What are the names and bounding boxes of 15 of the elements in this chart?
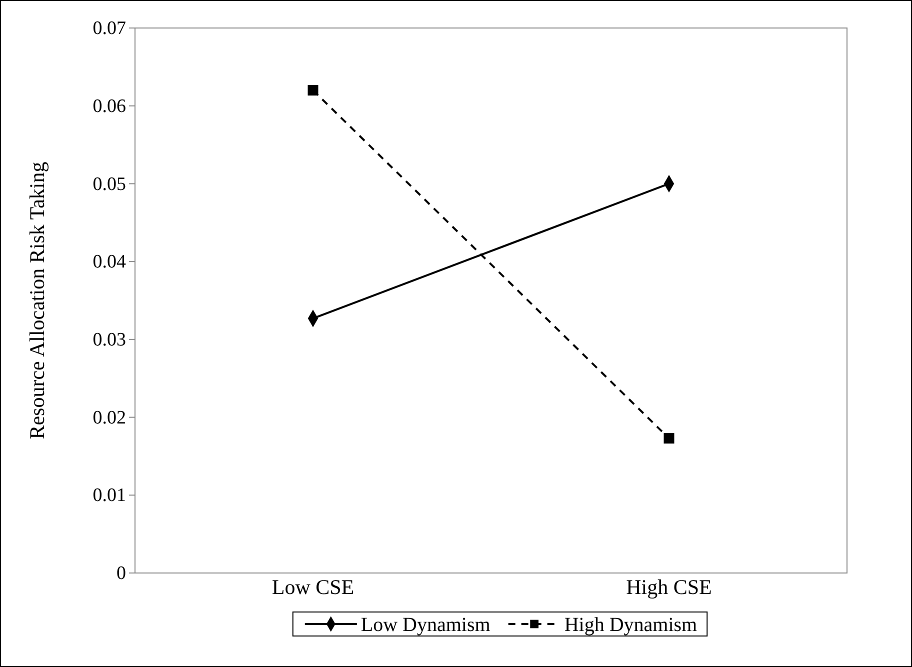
y-tick-label: 0.05 bbox=[92, 174, 126, 195]
y-tick-label: 0 bbox=[116, 563, 126, 584]
y-tick-label: 0.06 bbox=[92, 96, 126, 117]
y-axis-title: Resource Allocation Risk Taking bbox=[25, 161, 49, 440]
y-tick-label: 0.07 bbox=[92, 18, 126, 40]
point bbox=[664, 433, 674, 444]
legend-label: Low Dynamism bbox=[360, 614, 491, 636]
x-tick-label: High CSE bbox=[626, 574, 712, 599]
point bbox=[308, 85, 318, 96]
y-tick-label: 0.02 bbox=[92, 407, 126, 428]
y-tick-label: 0.04 bbox=[92, 252, 126, 273]
y-tick-label: 0.03 bbox=[92, 330, 126, 351]
x-tick-label: Low CSE bbox=[272, 574, 354, 599]
y-tick-label: 0.01 bbox=[92, 485, 126, 506]
legend-label: High Dynamism bbox=[564, 614, 698, 636]
